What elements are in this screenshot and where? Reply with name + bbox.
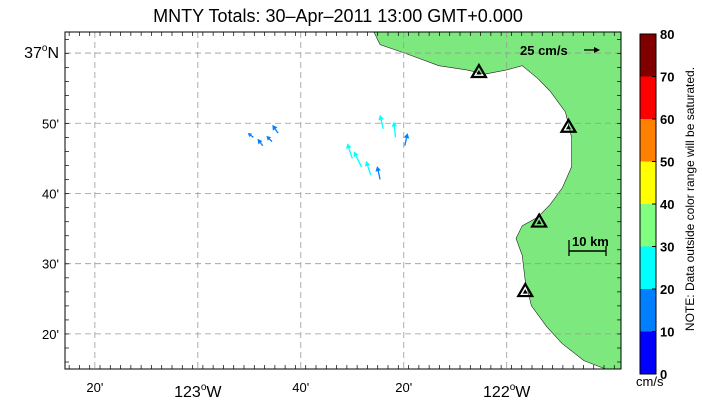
current-vector	[247, 133, 254, 138]
scale-arrow: 25 cm/s	[520, 43, 600, 58]
colorbar-tick-label: 60	[660, 112, 674, 127]
colorbar-segment	[640, 76, 656, 119]
lon-label: 123oW	[174, 382, 222, 401]
colorbar-tick-label: 20	[660, 282, 674, 297]
colorbar-segment	[640, 246, 656, 289]
map-frame	[64, 31, 622, 370]
graticule	[65, 32, 621, 369]
radar-station-marker	[516, 281, 535, 298]
colorbar-tick-label: 50	[660, 155, 674, 170]
colorbar: 0 10 20 30 40 50 60 70 80	[639, 27, 674, 382]
lat-label: 50'	[42, 116, 59, 131]
current-vector	[257, 138, 264, 147]
current-vector	[365, 160, 372, 176]
lon-label: 40'	[292, 380, 309, 395]
colorbar-tick-label: 40	[660, 197, 674, 212]
current-vector	[272, 124, 279, 134]
current-vectors	[247, 114, 410, 180]
current-vector	[391, 121, 397, 138]
lat-label: 37oN	[24, 43, 59, 62]
radar-station-marker	[559, 117, 578, 133]
scale-bar: 10 km	[568, 234, 609, 256]
colorbar-unit: cm/s	[636, 374, 664, 389]
colorbar-tick-label: 30	[660, 240, 674, 255]
current-vector	[375, 166, 381, 180]
colorbar-tick-label: 70	[660, 70, 674, 85]
colorbar-segment	[640, 119, 656, 162]
ocean	[65, 32, 621, 369]
colorbar-segment	[640, 331, 656, 374]
colorbar-segment	[640, 289, 656, 332]
scale-bar-label: 10 km	[572, 234, 609, 249]
colorbar-tick-label: 0	[660, 367, 667, 382]
radar-stations	[469, 62, 578, 298]
latitude-labels: 37oN 50' 40' 30' 20'	[24, 43, 59, 342]
lon-label: 20'	[86, 380, 103, 395]
lat-label: 30'	[42, 257, 59, 272]
scale-arrow-head	[594, 47, 600, 53]
radar-station-marker	[469, 62, 488, 79]
lon-label: 20'	[395, 380, 412, 395]
colorbar-segment	[640, 34, 656, 77]
current-vector	[353, 151, 363, 168]
current-vector	[346, 143, 353, 159]
colorbar-tick-label: 10	[660, 325, 674, 340]
colorbar-segment	[640, 204, 656, 247]
colorbar-tick-label: 80	[660, 27, 674, 42]
lon-label: 122oW	[483, 382, 531, 401]
map-title: MNTY Totals: 30–Apr–2011 13:00 GMT+0.000	[153, 6, 523, 26]
current-vector	[266, 135, 273, 142]
lat-label: 20'	[42, 327, 59, 342]
colorbar-segment	[640, 161, 656, 204]
colorbar-note: NOTE: Data outside color range will be s…	[683, 67, 697, 331]
lat-label: 40'	[42, 186, 59, 201]
longitude-labels: 20' 123oW 40' 20' 122oW	[86, 380, 531, 401]
frame-ticks	[65, 32, 621, 369]
scale-arrow-label: 25 cm/s	[520, 43, 568, 58]
radar-station-marker	[530, 212, 549, 228]
current-vector	[378, 114, 384, 130]
current-vector	[403, 133, 410, 146]
